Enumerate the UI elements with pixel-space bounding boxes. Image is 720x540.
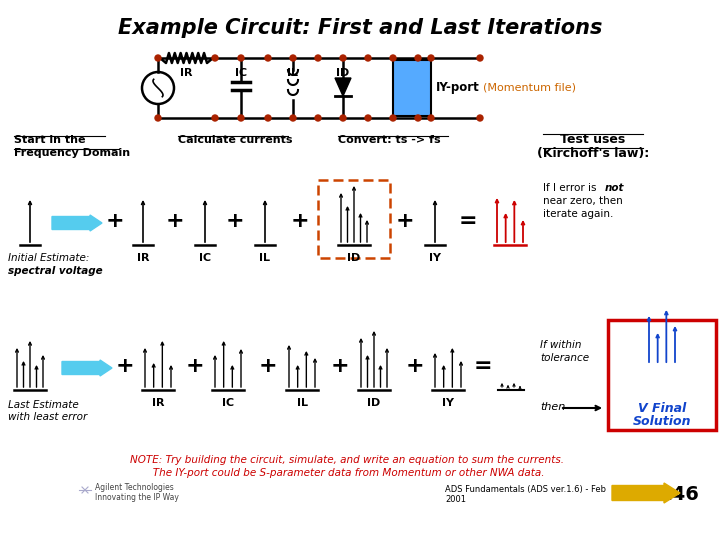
Circle shape <box>238 55 244 61</box>
Text: Convert: ts -> fs: Convert: ts -> fs <box>338 135 441 145</box>
Text: +: + <box>166 211 184 231</box>
Text: (Kirchoff's law):: (Kirchoff's law): <box>537 147 649 160</box>
Circle shape <box>340 55 346 61</box>
Text: IL: IL <box>297 398 307 408</box>
Circle shape <box>428 115 434 121</box>
Circle shape <box>415 115 421 121</box>
Polygon shape <box>335 78 351 96</box>
Text: Innovating the IP Way: Innovating the IP Way <box>95 493 179 502</box>
Circle shape <box>212 55 218 61</box>
Text: +: + <box>291 211 310 231</box>
Text: 2001: 2001 <box>445 495 466 504</box>
Text: Initial Estimate:: Initial Estimate: <box>8 253 89 263</box>
Text: =: = <box>459 211 477 231</box>
Circle shape <box>155 55 161 61</box>
FancyArrow shape <box>62 360 112 376</box>
Text: Agilent Technologies: Agilent Technologies <box>95 483 174 492</box>
Text: +: + <box>225 211 244 231</box>
Text: IR: IR <box>137 253 149 263</box>
Circle shape <box>390 55 396 61</box>
Text: IR: IR <box>180 68 193 78</box>
Text: Calculate currents: Calculate currents <box>178 135 292 145</box>
Text: then: then <box>540 402 565 412</box>
Circle shape <box>365 115 371 121</box>
Text: +: + <box>396 211 414 231</box>
Text: IC: IC <box>199 253 211 263</box>
Text: IY: IY <box>429 253 441 263</box>
Text: ADS Fundamentals (ADS ver.1.6) - Feb: ADS Fundamentals (ADS ver.1.6) - Feb <box>445 485 606 494</box>
Circle shape <box>290 115 296 121</box>
FancyArrow shape <box>612 483 680 503</box>
Text: =: = <box>474 356 492 376</box>
Text: IY: IY <box>442 398 454 408</box>
Text: with least error: with least error <box>8 412 87 422</box>
Text: ID: ID <box>367 398 381 408</box>
Circle shape <box>315 115 321 121</box>
Text: not: not <box>605 183 624 193</box>
Text: IC: IC <box>222 398 234 408</box>
Text: Frequency Domain: Frequency Domain <box>14 148 130 158</box>
Text: IC: IC <box>235 68 247 78</box>
Text: Last Estimate: Last Estimate <box>8 400 78 410</box>
Text: ID: ID <box>347 253 361 263</box>
Text: +: + <box>405 356 424 376</box>
Text: +: + <box>258 356 277 376</box>
Circle shape <box>155 115 161 121</box>
Text: Start in the: Start in the <box>14 135 86 145</box>
Circle shape <box>365 55 371 61</box>
Text: spectral voltage: spectral voltage <box>8 266 103 276</box>
Circle shape <box>265 55 271 61</box>
Circle shape <box>290 55 296 61</box>
Text: +: + <box>330 356 349 376</box>
Bar <box>393 60 431 116</box>
Text: If I error is: If I error is <box>543 183 600 193</box>
Text: iterate again.: iterate again. <box>543 209 613 219</box>
Text: The IY-port could be S-parameter data from Momentum or other NWA data.: The IY-port could be S-parameter data fr… <box>130 468 544 478</box>
Text: (Momentum file): (Momentum file) <box>483 83 576 93</box>
Circle shape <box>265 115 271 121</box>
Text: IL: IL <box>259 253 271 263</box>
Text: +: + <box>186 356 204 376</box>
Text: ID: ID <box>336 68 350 78</box>
FancyBboxPatch shape <box>608 320 716 430</box>
Text: V Final: V Final <box>638 402 686 415</box>
Text: If within: If within <box>540 340 582 350</box>
Circle shape <box>340 115 346 121</box>
Text: IR: IR <box>152 398 164 408</box>
Text: near zero, then: near zero, then <box>543 196 623 206</box>
Text: +: + <box>116 356 135 376</box>
Text: tolerance: tolerance <box>540 353 589 363</box>
Circle shape <box>477 55 483 61</box>
Circle shape <box>428 55 434 61</box>
Circle shape <box>415 55 421 61</box>
Text: Test uses: Test uses <box>560 133 626 146</box>
Circle shape <box>390 115 396 121</box>
Text: IL: IL <box>287 68 299 78</box>
Circle shape <box>212 115 218 121</box>
Text: Solution: Solution <box>633 415 691 428</box>
Circle shape <box>477 115 483 121</box>
Circle shape <box>315 55 321 61</box>
Circle shape <box>238 115 244 121</box>
Text: IY-port: IY-port <box>436 82 480 94</box>
Text: Example Circuit: First and Last Iterations: Example Circuit: First and Last Iteratio… <box>118 18 602 38</box>
Text: 146: 146 <box>659 485 700 504</box>
Text: +: + <box>106 211 125 231</box>
FancyArrow shape <box>52 215 102 231</box>
Text: NOTE: Try building the circuit, simulate, and write an equation to sum the curre: NOTE: Try building the circuit, simulate… <box>130 455 564 465</box>
